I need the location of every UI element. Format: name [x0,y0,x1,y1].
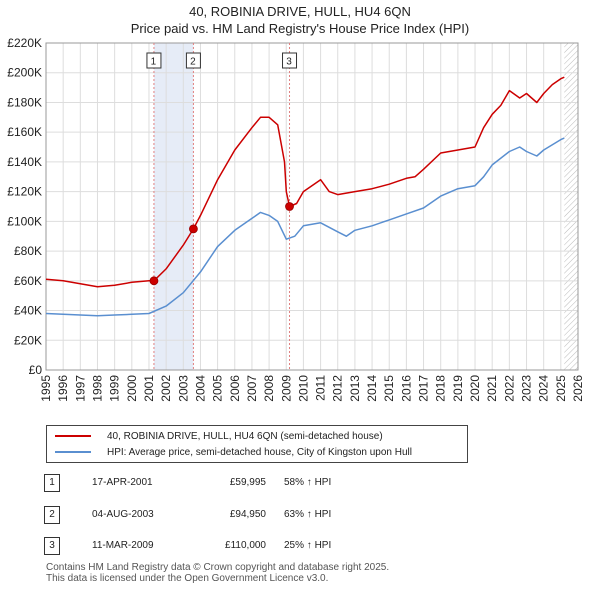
x-tick-label: 1999 [108,375,122,402]
x-tick-label: 2005 [211,375,225,402]
transaction-hpi-change: 63% ↑ HPI [284,509,332,520]
sale-marker-box [282,52,298,69]
plot-area [46,43,578,370]
x-tick-label: 2017 [417,375,431,402]
transaction-price: £59,995 [229,477,266,488]
ownership-band [153,43,194,370]
legend-item-property: 40, ROBINIA DRIVE, HULL, HU4 6QN (semi-d… [55,429,383,443]
footer-line-copyright: Contains HM Land Registry data © Crown c… [46,562,390,573]
x-tick-label: 2023 [520,375,534,402]
x-tick-label: 2019 [451,375,465,402]
transaction-number: 2 [44,506,60,524]
legend-label-property: 40, ROBINIA DRIVE, HULL, HU4 6QN (semi-d… [107,430,383,442]
y-tick-label: £40K [14,304,42,318]
future-hatch [564,43,578,370]
x-tick-label: 2006 [228,375,242,402]
sale-point [285,202,294,211]
transaction-date: 17-APR-2001 [92,477,153,488]
x-tick-label: 1998 [90,375,104,402]
x-tick-label: 2013 [348,375,362,402]
transaction-price: £110,000 [225,540,266,551]
plot-border [45,42,579,371]
x-tick-label: 2008 [262,375,276,402]
y-tick-label: £60K [14,274,42,288]
x-tick-label: 2010 [296,375,310,402]
transaction-date: 04-AUG-2003 [92,509,154,520]
y-tick-label: £140K [7,155,42,169]
sale-point [149,276,159,286]
sale-marker-label: 2 [190,57,196,68]
transaction-price: £94,950 [229,509,266,520]
x-tick-label: 2000 [125,375,139,402]
x-tick-label: 2016 [399,375,413,402]
y-tick-label: £20K [14,333,42,347]
x-tick-label: 2024 [537,375,551,402]
y-tick-label: £120K [7,185,42,199]
table-row: 2 04-AUG-2003 £94,950 63% ↑ HPI [40,506,400,524]
sale-point [189,224,198,234]
copyright-footer: Contains HM Land Registry data © Crown c… [46,562,389,584]
chart-title-address: 40, ROBINIA DRIVE, HULL, HU4 6QN [189,4,411,19]
legend-swatch-hpi [55,451,91,453]
property-series-line [45,76,565,288]
table-row: 3 11-MAR-2009 £110,000 25% ↑ HPI [40,537,400,555]
transaction-number: 3 [44,537,60,555]
sale-marker-box [146,52,162,69]
legend-item-hpi: HPI: Average price, semi-detached house,… [55,445,412,459]
y-tick-label: £160K [7,125,42,139]
x-tick-label: 2009 [279,375,293,402]
y-tick-label: £0 [29,363,43,377]
legend-label-hpi: HPI: Average price, semi-detached house,… [107,446,412,458]
x-tick-label: 2015 [382,375,396,402]
x-tick-label: 2014 [365,375,379,402]
transaction-number: 1 [44,474,60,492]
chart-subtitle: Price paid vs. HM Land Registry's House … [130,21,470,36]
x-tick-label: 2001 [142,375,156,402]
x-tick-label: 2002 [159,375,173,402]
x-tick-label: 2011 [314,375,328,401]
x-tick-label: 2004 [193,375,207,402]
price-chart: £0 £20K £40K £60K £80K £100K £120K £140K £160K £1… [7,36,585,402]
x-tick-label: 2026 [571,375,585,402]
y-tick-label: £220K [7,36,42,50]
footer-line-licence: This data is licensed under the Open Gov… [46,573,329,584]
x-tick-label: 1996 [56,375,70,402]
x-tick-label: 2025 [554,375,568,402]
y-tick-label: £200K [7,66,42,80]
transaction-date: 11-MAR-2009 [92,540,154,551]
sale-marker-label: 1 [151,57,157,68]
x-tick-label: 1997 [73,375,87,402]
sale-marker-label: 3 [286,57,292,68]
chart-legend: 40, ROBINIA DRIVE, HULL, HU4 6QN (semi-d… [46,425,468,463]
table-row: 1 17-APR-2001 £59,995 58% ↑ HPI [40,474,400,492]
legend-swatch-property [55,435,91,437]
x-tick-label: 2012 [331,375,345,402]
x-tick-label: 2003 [176,375,190,402]
x-tick-label: 2021 [485,375,499,402]
y-tick-label: £100K [7,214,42,228]
sale-marker-box [185,52,201,69]
x-tick-label: 2020 [468,375,482,402]
x-tick-label: 2022 [502,375,516,402]
x-tick-label: 1995 [39,375,53,402]
y-tick-label: £80K [14,244,42,258]
transaction-hpi-change: 58% ↑ HPI [284,477,332,488]
x-tick-label: 2007 [245,375,259,402]
x-tick-label: 2018 [434,375,448,402]
transaction-hpi-change: 25% ↑ HPI [284,540,332,551]
y-tick-label: £180K [7,95,42,109]
hpi-series-line [45,137,565,317]
